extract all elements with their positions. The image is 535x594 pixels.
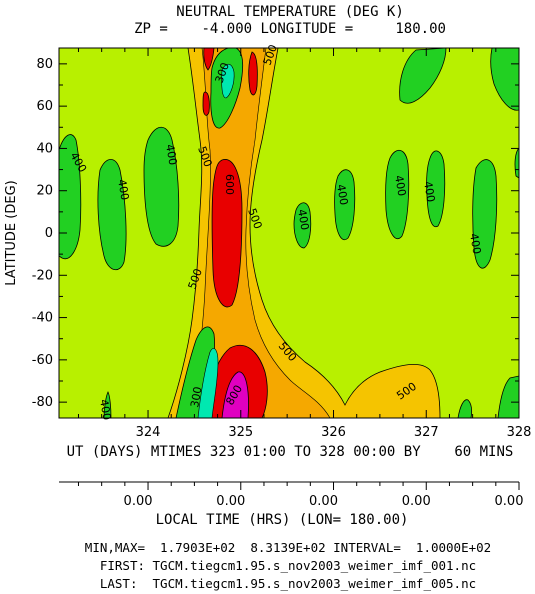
contour-label: 400 xyxy=(421,180,437,203)
cell-400-bottom-small xyxy=(103,391,112,418)
x-axis: 324 325 326 327 328 xyxy=(77,48,532,440)
contour-label: 600 xyxy=(223,174,236,195)
first-file-line: FIRST: TGCM.tiegcm1.95.s_nov2003_weimer_… xyxy=(100,558,476,573)
cell-400-left2 xyxy=(97,159,127,270)
contour-label: 400 xyxy=(97,398,113,421)
y-tick-label: 0 xyxy=(45,226,53,241)
band-500-inner xyxy=(189,48,331,418)
cell-300-topcenter xyxy=(221,63,235,99)
local-time-tick-label: 0.00 xyxy=(216,494,245,509)
y-tick-label: -60 xyxy=(32,353,53,368)
y-axis: 80 60 40 20 0 -20 -40 -60 -80 xyxy=(32,57,519,410)
x-tick-label: 327 xyxy=(414,425,439,440)
cell-400-mid5 xyxy=(472,159,498,269)
core-600-top-b xyxy=(248,51,258,96)
chart-subtitle: ZP = -4.000 LONGITUDE = 180.00 xyxy=(134,21,446,37)
cell-400-mid3 xyxy=(385,150,410,240)
contour-label: 400 xyxy=(295,208,311,231)
y-tick-label: 60 xyxy=(36,99,53,114)
contour-label: 400 xyxy=(115,178,131,201)
cell-400-edge-right xyxy=(514,147,519,179)
x-axis-label: UT (DAYS) MTIMES 323 01:00 TO 328 00:00 … xyxy=(67,444,514,460)
contour-label: 400 xyxy=(163,143,179,166)
cell-400-topright xyxy=(399,48,447,104)
core-600-top-a xyxy=(203,48,215,71)
y-tick-label: -20 xyxy=(32,268,53,283)
x-tick-label: 325 xyxy=(228,425,253,440)
cell-400-left xyxy=(59,134,82,260)
contour-label: 400 xyxy=(467,232,483,255)
cell-400-bottomright xyxy=(497,375,519,418)
y-tick-label: -40 xyxy=(32,311,53,326)
local-time-tick-label: 0.00 xyxy=(124,494,153,509)
contour-label: 400 xyxy=(392,174,408,197)
core-600-top-c xyxy=(202,91,210,116)
y-tick-label: 80 xyxy=(36,57,53,72)
cell-300-bottomleft xyxy=(197,348,219,418)
y-tick-label: 40 xyxy=(36,141,53,156)
cell-400-mid4 xyxy=(426,150,446,228)
local-time-axis: 0.00 0.00 0.00 0.00 0.00 xyxy=(59,481,524,509)
core-800 xyxy=(221,371,249,418)
contour-field xyxy=(59,48,519,418)
last-file-line: LAST: TGCM.tiegcm1.95.s_nov2003_weimer_i… xyxy=(100,576,476,591)
core-600 xyxy=(211,159,243,308)
local-time-tick-label: 0.00 xyxy=(402,494,431,509)
x-tick-label: 328 xyxy=(507,425,532,440)
stats-line: MIN,MAX= 1.7903E+02 8.3139E+02 INTERVAL=… xyxy=(85,540,491,555)
local-time-tick-label: 0.00 xyxy=(495,494,524,509)
cell-400-left3 xyxy=(143,126,180,247)
local-time-label: LOCAL TIME (HRS) (LON= 180.00) xyxy=(156,512,409,528)
contour-label: 300 xyxy=(188,386,204,409)
y-tick-label: 20 xyxy=(36,184,53,199)
cell-400-mid2 xyxy=(334,169,356,240)
contour-label: 400 xyxy=(334,183,350,206)
local-time-tick-label: 0.00 xyxy=(309,494,338,509)
y-tick-label: -80 xyxy=(32,395,53,410)
x-tick-label: 324 xyxy=(136,425,161,440)
cell-400-bottomright2 xyxy=(457,399,472,418)
chart-title: NEUTRAL TEMPERATURE (DEG K) xyxy=(176,4,404,20)
cell-400-mid xyxy=(293,202,312,249)
y-axis-label: LATITUDE (DEG) xyxy=(4,180,19,285)
x-tick-label: 326 xyxy=(321,425,346,440)
